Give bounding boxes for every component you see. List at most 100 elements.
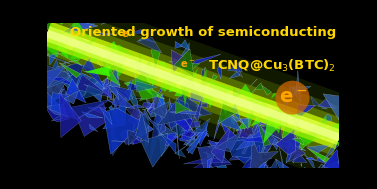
Polygon shape	[211, 74, 218, 82]
Polygon shape	[167, 111, 176, 119]
Polygon shape	[299, 137, 310, 150]
Polygon shape	[79, 11, 94, 34]
Polygon shape	[216, 90, 226, 97]
Polygon shape	[203, 152, 211, 154]
Polygon shape	[135, 112, 149, 142]
Polygon shape	[81, 81, 104, 102]
Polygon shape	[158, 131, 166, 140]
Polygon shape	[147, 89, 162, 112]
Polygon shape	[217, 60, 222, 79]
Polygon shape	[245, 98, 259, 124]
Polygon shape	[256, 155, 263, 160]
Polygon shape	[23, 60, 25, 67]
Polygon shape	[91, 45, 97, 49]
Polygon shape	[55, 89, 64, 99]
Polygon shape	[340, 131, 350, 145]
Polygon shape	[238, 145, 261, 177]
Polygon shape	[293, 170, 310, 189]
Polygon shape	[184, 78, 200, 93]
Polygon shape	[296, 70, 300, 102]
Polygon shape	[304, 154, 316, 172]
Polygon shape	[262, 85, 271, 95]
Polygon shape	[31, 70, 55, 86]
Polygon shape	[46, 30, 340, 141]
Polygon shape	[169, 98, 176, 128]
Polygon shape	[232, 86, 244, 101]
Polygon shape	[282, 124, 300, 138]
Polygon shape	[279, 148, 284, 174]
Polygon shape	[198, 145, 218, 177]
Polygon shape	[191, 108, 205, 140]
Polygon shape	[131, 29, 143, 34]
Polygon shape	[243, 98, 277, 104]
Polygon shape	[321, 114, 332, 123]
Polygon shape	[288, 140, 303, 156]
Polygon shape	[288, 145, 305, 162]
Polygon shape	[203, 94, 215, 102]
Polygon shape	[156, 74, 159, 80]
Polygon shape	[192, 118, 210, 133]
Polygon shape	[215, 144, 228, 155]
Polygon shape	[144, 110, 151, 120]
Polygon shape	[323, 123, 339, 140]
Polygon shape	[250, 129, 262, 155]
Polygon shape	[345, 141, 352, 153]
Polygon shape	[335, 185, 337, 187]
Polygon shape	[90, 56, 104, 62]
Polygon shape	[295, 181, 313, 183]
Polygon shape	[66, 67, 73, 82]
Polygon shape	[256, 162, 265, 176]
Polygon shape	[189, 153, 231, 171]
Polygon shape	[200, 99, 215, 106]
Polygon shape	[221, 86, 228, 116]
Polygon shape	[208, 140, 224, 160]
Polygon shape	[308, 114, 312, 118]
Polygon shape	[57, 74, 63, 99]
Polygon shape	[229, 136, 256, 160]
Polygon shape	[160, 105, 181, 130]
Polygon shape	[264, 169, 277, 189]
Polygon shape	[136, 69, 152, 79]
Polygon shape	[270, 136, 278, 150]
Polygon shape	[179, 118, 188, 122]
Polygon shape	[201, 67, 206, 78]
Polygon shape	[240, 160, 253, 174]
Polygon shape	[236, 156, 251, 163]
Polygon shape	[132, 114, 141, 133]
Polygon shape	[254, 139, 263, 152]
Polygon shape	[118, 67, 133, 70]
Polygon shape	[43, 40, 58, 58]
Polygon shape	[47, 56, 71, 65]
Polygon shape	[110, 63, 120, 87]
Polygon shape	[49, 53, 59, 65]
Polygon shape	[132, 66, 139, 84]
Polygon shape	[194, 91, 204, 121]
Polygon shape	[103, 108, 143, 154]
Polygon shape	[42, 31, 46, 34]
Polygon shape	[225, 188, 254, 189]
Polygon shape	[235, 70, 242, 77]
Polygon shape	[190, 84, 208, 104]
Polygon shape	[44, 22, 64, 40]
Polygon shape	[154, 70, 174, 84]
Polygon shape	[263, 160, 268, 167]
Polygon shape	[250, 83, 263, 94]
Polygon shape	[165, 133, 202, 149]
Polygon shape	[119, 106, 125, 125]
Polygon shape	[205, 81, 234, 96]
Polygon shape	[51, 114, 63, 121]
Polygon shape	[129, 109, 145, 129]
Polygon shape	[35, 16, 42, 46]
Polygon shape	[253, 163, 269, 172]
Polygon shape	[146, 106, 168, 117]
Polygon shape	[170, 112, 202, 115]
Polygon shape	[62, 32, 69, 33]
Polygon shape	[33, 0, 354, 177]
Polygon shape	[173, 107, 193, 132]
Polygon shape	[54, 81, 63, 90]
Polygon shape	[31, 68, 48, 79]
Polygon shape	[83, 58, 105, 89]
Polygon shape	[31, 0, 63, 13]
Polygon shape	[144, 83, 153, 96]
Polygon shape	[231, 112, 234, 125]
